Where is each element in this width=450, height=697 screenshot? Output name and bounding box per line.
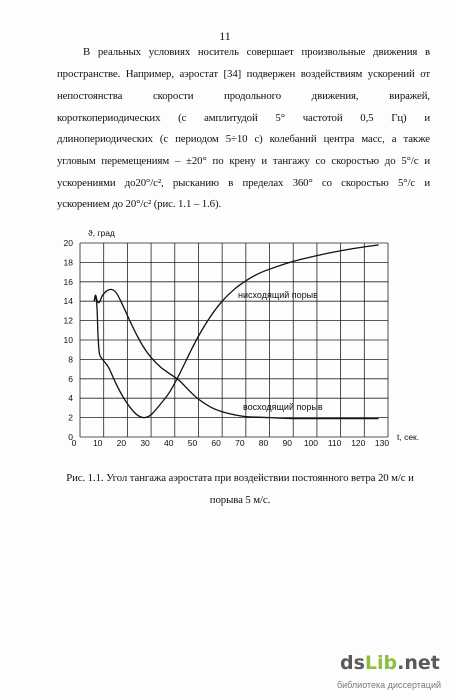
page-number: 11 [219,29,231,43]
body-line-7: ускорениями до20°/с², рысканию в предела… [57,177,430,189]
x-tick-label: 50 [188,438,198,448]
pitch-angle-chart: 0 2 4 6 8 10 12 14 16 18 20 0 10 20 30 40 50 60 70 80 90 100… [64,228,420,448]
logo-net-text: .net [397,652,440,674]
y-tick-label: 6 [68,374,73,384]
body-line-4: короткопериодических (с амплитудой 5° ча… [57,112,430,124]
chart-grid [79,242,389,438]
y-tick-label: 8 [68,354,73,364]
x-tick-label: 70 [235,438,245,448]
x-tick-label: 130 [375,438,389,448]
x-tick-label: 110 [328,438,342,448]
body-line-2: пространстве. Например, аэростат [34] по… [57,68,430,80]
x-tick-labels: 0 10 20 30 40 50 60 70 80 90 100 110 120 130 [72,438,390,448]
dslib-logo: dsLib.net [340,651,440,675]
logo-ds-text: ds [340,652,365,674]
y-tick-labels: 0 2 4 6 8 10 12 14 16 18 20 [64,238,74,442]
y-tick-label: 2 [68,413,73,423]
y-tick-label: 14 [64,296,74,306]
body-line-6: угловым перемещениям – ±20° по крену и т… [57,155,430,167]
y-axis-label: ϑ, град [88,228,115,238]
x-tick-label: 60 [211,438,221,448]
y-tick-label: 20 [64,238,74,248]
y-tick-label: 18 [64,257,74,267]
x-tick-label: 20 [117,438,127,448]
y-tick-label: 10 [64,335,74,345]
figure-caption-line-2: порыва 5 м/с. [209,494,271,506]
x-tick-label: 90 [282,438,292,448]
x-tick-label: 120 [351,438,365,448]
figure-caption-line-1: Рис. 1.1. Угол тангажа аэростата при воз… [66,472,414,484]
body-line-5: длинопериодических (с периодом 5÷10 с) к… [57,133,430,145]
y-tick-label: 4 [68,393,73,403]
series-line-descending-gust [93,244,379,419]
x-tick-label: 100 [304,438,318,448]
x-tick-label: 10 [93,438,103,448]
x-tick-label: 80 [259,438,269,448]
logo-lib-text: Lib [364,652,398,674]
series-label-descending-gust: нисходящий порыв [238,290,318,300]
series-line-ascending-gust [93,288,379,420]
series-label-ascending-gust: восходящий порыв [243,402,323,412]
y-tick-label: 0 [68,432,73,442]
y-tick-label: 16 [64,277,74,287]
body-line-3: непостоянства скорости продольного движе… [57,90,430,102]
x-tick-label: 40 [164,438,174,448]
x-axis-label: t, сек. [397,432,419,442]
body-line-1: В реальных условиях носитель совершает п… [83,46,430,58]
x-tick-label: 0 [72,438,77,448]
series-lines [93,244,379,420]
y-tick-label: 12 [64,316,74,326]
body-line-8: ускорением до 20°/с² (рис. 1.1 – 1.6). [57,198,222,210]
x-tick-label: 30 [140,438,150,448]
logo-tagline: библиотека диссертаций [337,680,442,690]
